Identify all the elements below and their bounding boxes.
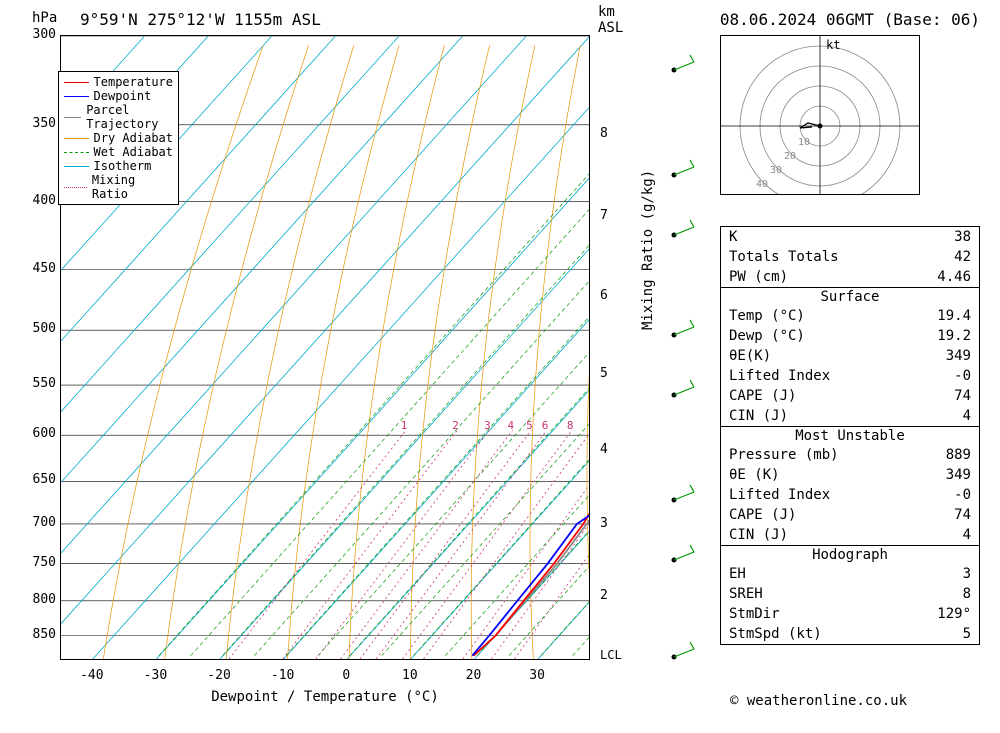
temp-tick: -20 [207,668,230,683]
skewt-plot: TemperatureDewpointParcel TrajectoryDry … [60,35,590,660]
mixing-ratio-label: 1 [401,419,408,432]
altitude-tick: 4 [600,442,608,457]
pressure-tick: 550 [16,376,56,391]
data-row: EH3 [721,564,979,584]
location-title: 9°59'N 275°12'W 1155m ASL [80,10,321,29]
pressure-tick: 500 [16,321,56,336]
mixing-ratio-label: 2 [452,419,459,432]
data-row: CIN (J)4 [721,525,979,545]
mixing-axis-label: Mixing Ratio (g/kg) [640,170,656,330]
altitude-tick: 6 [600,288,608,303]
pressure-tick: 600 [16,426,56,441]
legend-item: Isotherm [64,159,173,173]
temp-tick: 0 [342,668,350,683]
temp-tick: 10 [402,668,418,683]
altitude-tick: 8 [600,126,608,141]
data-row: Dewp (°C)19.2 [721,326,979,346]
hodograph-plot: kt 10203040 [720,35,920,195]
data-row: Totals Totals42 [721,247,979,267]
altitude-tick: 2 [600,588,608,603]
svg-text:30: 30 [770,165,782,176]
altitude-tick: 7 [600,208,608,223]
temp-tick: 20 [466,668,482,683]
x-axis-label: Dewpoint / Temperature (°C) [60,689,590,705]
data-row: StmSpd (kt)5 [721,624,979,644]
data-row: θE (K)349 [721,465,979,485]
temp-tick: -10 [271,668,294,683]
y-right-label: km ASL [598,4,638,36]
legend-item: Temperature [64,75,173,89]
pressure-tick: 750 [16,555,56,570]
pressure-tick: 700 [16,515,56,530]
legend-item: Wet Adiabat [64,145,173,159]
indices-panel: K38Totals Totals42PW (cm)4.46 Surface Te… [720,226,980,645]
data-row: CIN (J)4 [721,406,979,426]
pressure-tick: 850 [16,627,56,642]
data-row: CAPE (J)74 [721,505,979,525]
temp-tick: -40 [80,668,103,683]
pressure-tick: 400 [16,193,56,208]
legend-box: TemperatureDewpointParcel TrajectoryDry … [58,71,179,205]
pressure-tick: 450 [16,261,56,276]
altitude-tick: 3 [600,516,608,531]
svg-text:10: 10 [798,137,810,148]
pressure-tick: 650 [16,472,56,487]
timestamp-title: 08.06.2024 06GMT (Base: 06) [720,10,980,29]
pressure-tick: 800 [16,592,56,607]
altitude-tick: 5 [600,366,608,381]
pressure-tick: 300 [16,27,56,42]
legend-item: Dry Adiabat [64,131,173,145]
unstable-header: Most Unstable [721,427,979,445]
y-left-label: hPa [32,10,57,26]
pressure-tick: 350 [16,116,56,131]
mixing-ratio-label: 8 [567,419,574,432]
data-row: Temp (°C)19.4 [721,306,979,326]
data-row: Lifted Index-0 [721,485,979,505]
mixing-ratio-label: 4 [508,419,515,432]
temp-tick: -30 [144,668,167,683]
lcl-label: LCL [600,648,622,662]
mixing-ratio-label: 3 [484,419,491,432]
temp-tick: 30 [529,668,545,683]
surface-header: Surface [721,288,979,306]
data-row: θE(K)349 [721,346,979,366]
mixing-ratio-label: 5 [526,419,533,432]
wind-barb-column [666,35,696,660]
hodograph-unit: kt [826,38,840,52]
legend-item: Dewpoint [64,89,173,103]
data-row: K38 [721,227,979,247]
svg-text:20: 20 [784,151,796,162]
data-row: Pressure (mb)889 [721,445,979,465]
legend-item: Parcel Trajectory [64,103,173,131]
hodograph-header: Hodograph [721,546,979,564]
data-row: SREH8 [721,584,979,604]
legend-item: Mixing Ratio [64,173,173,201]
data-row: PW (cm)4.46 [721,267,979,287]
data-row: StmDir129° [721,604,979,624]
data-row: Lifted Index-0 [721,366,979,386]
copyright: © weatheronline.co.uk [730,693,907,709]
mixing-ratio-label: 6 [542,419,549,432]
svg-text:40: 40 [756,179,768,190]
data-row: CAPE (J)74 [721,386,979,406]
